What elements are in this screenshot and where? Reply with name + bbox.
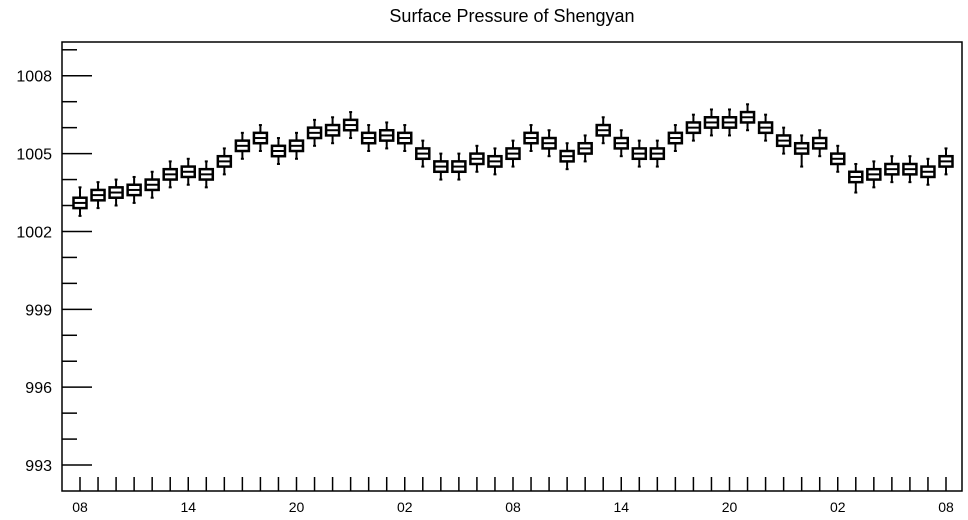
y-tick-label: 1008: [16, 69, 52, 86]
x-axis: 08 14 20 02 08 14 20 02 08: [72, 477, 954, 515]
box-31: [631, 139, 648, 168]
box-38: [757, 113, 774, 142]
x-tick-label: 02: [830, 499, 846, 515]
box-37: [739, 103, 756, 132]
box-39: [775, 126, 792, 155]
box-14: [324, 116, 341, 145]
box-29: [595, 116, 611, 145]
box-47: [920, 157, 936, 186]
box-41: [811, 129, 828, 158]
y-tick-label: 999: [25, 302, 52, 319]
box-6: [180, 157, 196, 186]
x-tick-label: 20: [289, 499, 305, 515]
y-tick-label: 996: [25, 380, 52, 397]
box-25: [523, 124, 539, 153]
box-28: [577, 134, 593, 163]
box-2: [108, 178, 124, 207]
box-21: [451, 152, 467, 181]
box-12: [288, 131, 305, 160]
box-16: [360, 124, 377, 153]
chart-title: Surface Pressure of Shengyan: [389, 6, 634, 26]
x-tick-label: 02: [397, 499, 413, 515]
box-23: [487, 147, 503, 176]
box-27: [559, 142, 575, 171]
box-18: [397, 124, 413, 153]
box-7: [198, 160, 215, 189]
box-17: [378, 121, 395, 150]
box-22: [469, 144, 485, 173]
box-24: [505, 139, 521, 168]
box-9: [234, 131, 251, 160]
box-20: [433, 152, 449, 181]
box-8: [216, 147, 233, 176]
plot-frame: [61, 41, 963, 492]
box-33: [667, 124, 684, 153]
box-13: [306, 118, 323, 147]
y-tick-label: 1005: [16, 147, 52, 164]
box-40: [793, 134, 810, 168]
x-tick-label: 08: [505, 499, 521, 515]
box-3: [126, 175, 142, 204]
box-30: [613, 129, 629, 158]
box-15: [342, 111, 359, 140]
box-43: [848, 162, 864, 194]
y-tick-label: 1002: [16, 224, 52, 241]
box-0: [72, 186, 88, 217]
box-35: [703, 108, 720, 137]
box-44: [866, 160, 882, 189]
box-48: [938, 147, 954, 176]
box-1: [90, 181, 106, 210]
box-36: [721, 108, 738, 137]
box-42: [830, 144, 846, 173]
box-series: [72, 103, 954, 217]
box-5: [162, 160, 178, 189]
box-11: [270, 137, 287, 165]
x-tick-label: 14: [180, 499, 196, 515]
y-axis: 993 996 999 1002 1005 1008: [16, 49, 92, 475]
box-10: [252, 124, 269, 153]
box-32: [649, 139, 666, 168]
box-46: [902, 155, 918, 184]
box-4: [144, 170, 160, 199]
y-tick-label: 993: [25, 458, 52, 475]
x-tick-label: 14: [613, 499, 629, 515]
x-tick-label: 08: [72, 499, 88, 515]
box-19: [415, 139, 431, 168]
box-26: [541, 129, 557, 158]
box-34: [685, 113, 702, 142]
x-tick-label: 08: [938, 499, 954, 515]
box-45: [884, 155, 900, 184]
x-tick-label: 20: [722, 499, 738, 515]
